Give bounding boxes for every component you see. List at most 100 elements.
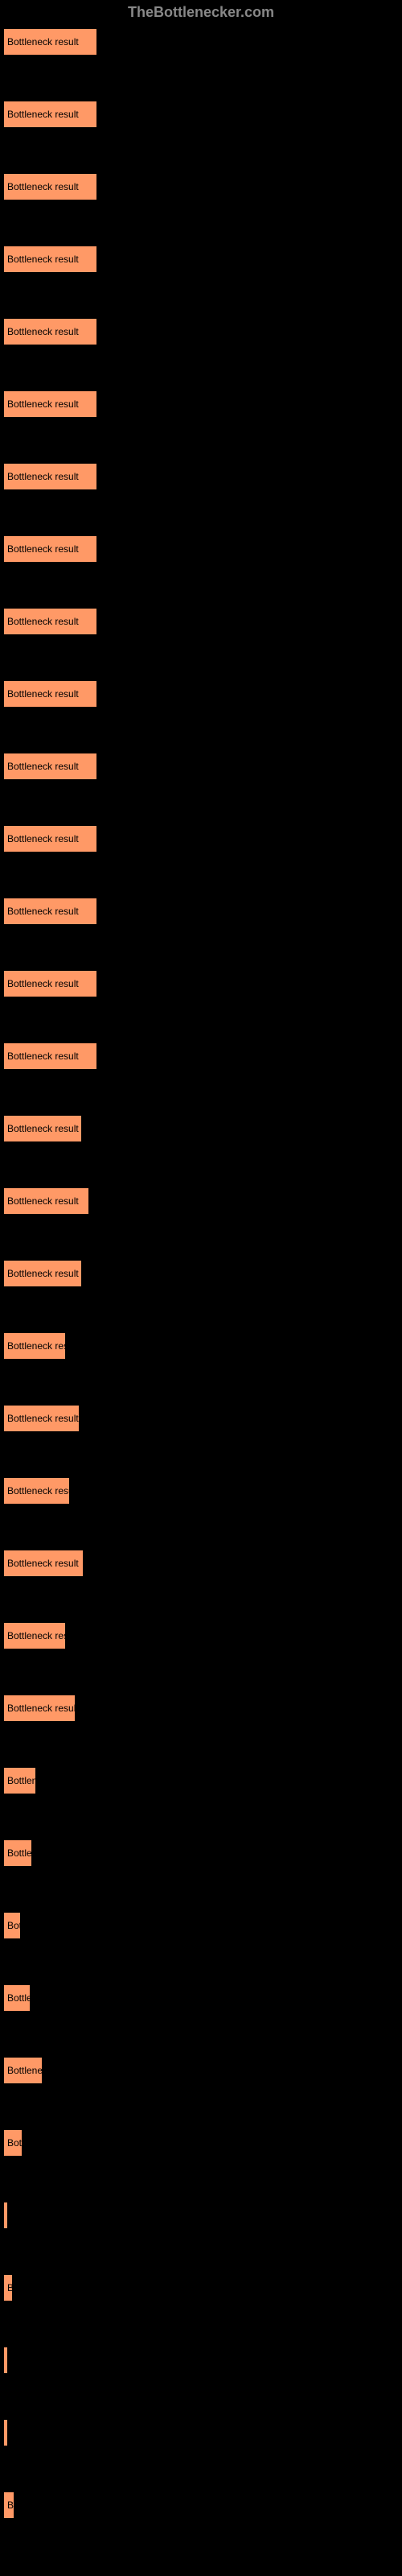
bar: Bottleneck result	[4, 971, 96, 997]
bar-row: Bottleneck result	[4, 174, 398, 200]
bar-row: Bottleneck result	[4, 246, 398, 272]
bar: Bottleneck result	[4, 101, 96, 127]
bar: Bottleneck result	[4, 1043, 96, 1069]
bar-row: Bottleneck result	[4, 29, 398, 55]
bar-row: Bottleneck result	[4, 2058, 398, 2083]
bar-row: Bottleneck result	[4, 101, 398, 127]
bar-label: Bottleneck result	[7, 326, 79, 337]
bar-row: Bottleneck result	[4, 1043, 398, 1069]
bar-label: Bottleneck result	[7, 1558, 79, 1569]
bar: Bottleneck result	[4, 1550, 83, 1576]
bar-label: Bottleneck result	[7, 471, 79, 482]
bar-row: Bottleneck result	[4, 681, 398, 707]
bar-label: Bottleneck result	[7, 616, 79, 627]
bar-label: Bottleneck result	[7, 1195, 79, 1207]
bar-label: Bottleneck result	[7, 1123, 79, 1134]
bar: Bottleneck result	[4, 1116, 81, 1141]
bar-row: Bottleneck result	[4, 2202, 398, 2228]
bar: Bottleneck result	[4, 1406, 79, 1431]
bar-label: Bottleneck result	[7, 1630, 65, 1641]
bar: Bottleneck result	[4, 1261, 81, 1286]
bar-row: Bottleneck result	[4, 1406, 398, 1431]
bar-row: Bottleneck result	[4, 1478, 398, 1504]
bar-row: Bottleneck result	[4, 391, 398, 417]
bar-label: Bottleneck result	[7, 1413, 79, 1424]
bar-row: Bottleneck result	[4, 898, 398, 924]
bar-label: Bottleneck result	[7, 833, 79, 844]
bar: Bottleneck result	[4, 536, 96, 562]
bar: Bottleneck result	[4, 753, 96, 779]
bar-label: Bottleneck result	[7, 906, 79, 917]
bar-label: Bottleneck result	[7, 761, 79, 772]
bar-row: Bottleneck result	[4, 1985, 398, 2011]
bar-row: Bottleneck result	[4, 826, 398, 852]
bar-row: Bottleneck result	[4, 2130, 398, 2156]
bar-row: Bottleneck result	[4, 1695, 398, 1721]
bar: Bottleneck result	[4, 1188, 88, 1214]
bar-label: Bottleneck result	[7, 1992, 30, 2004]
bar: Bottleneck result	[4, 246, 96, 272]
bar: Bottleneck result	[4, 1913, 20, 1938]
bar-row: Bottleneck result	[4, 2275, 398, 2301]
bar-row: Bottleneck result	[4, 1768, 398, 1794]
bar: Bottleneck result	[4, 1623, 65, 1649]
bar-label: Bottleneck result	[7, 109, 79, 120]
bar-row: Bottleneck result	[4, 609, 398, 634]
bar: Bottleneck result	[4, 391, 96, 417]
bar-label: Bottleneck result	[7, 2500, 14, 2511]
bar: Bottleneck result	[4, 2130, 22, 2156]
bar: Bottleneck result	[4, 29, 96, 55]
bar: Bottleneck result	[4, 1768, 35, 1794]
bar: Bottleneck result	[4, 464, 96, 489]
bar-row: Bottleneck result	[4, 753, 398, 779]
bar-row: Bottleneck result	[4, 1623, 398, 1649]
bottleneck-chart: Bottleneck result Bottleneck result Bottle…	[0, 29, 402, 2518]
bar-row: Bottleneck result	[4, 2420, 398, 2446]
bar-row: Bottleneck result	[4, 319, 398, 345]
bar-label: Bottleneck result	[7, 688, 79, 700]
site-name: TheBottlenecker.com	[128, 4, 274, 20]
bar-label: Bottleneck result	[7, 2282, 12, 2293]
bar: Bottleneck result	[4, 174, 96, 200]
bar-label: Bottleneck result	[7, 36, 79, 47]
bar: Bottleneck result	[4, 319, 96, 345]
bar-label: Bottleneck result	[7, 254, 79, 265]
bar-label: Bottleneck result	[7, 1340, 65, 1352]
bar-row: Bottleneck result	[4, 1333, 398, 1359]
bar: Bottleneck result	[4, 1985, 30, 2011]
bar-label: Bottleneck result	[7, 1485, 69, 1496]
bar-row: Bottleneck result	[4, 536, 398, 562]
bar: Bottleneck result	[4, 1478, 69, 1504]
bar-label: Bottleneck result	[7, 181, 79, 192]
bar-label: Bottleneck result	[7, 1703, 75, 1714]
bar-row: Bottleneck result	[4, 2347, 398, 2373]
bar-label: Bottleneck result	[7, 978, 79, 989]
bar-label: Bottleneck result	[7, 543, 79, 555]
bar-label: Bottleneck result	[7, 1847, 31, 1859]
bar-row: Bottleneck result	[4, 971, 398, 997]
bar-row: Bottleneck result	[4, 464, 398, 489]
bar-row: Bottleneck result	[4, 1116, 398, 1141]
bar: Bottleneck result	[4, 1695, 75, 1721]
bar-label: Bottleneck result	[7, 1920, 20, 1931]
bar-label: Bottleneck result	[7, 1268, 79, 1279]
bar-label: Bottleneck result	[7, 2065, 42, 2076]
bar: Bottleneck result	[4, 2275, 12, 2301]
bar-row: Bottleneck result	[4, 1261, 398, 1286]
bar: Bottleneck result	[4, 898, 96, 924]
bar: Bottleneck result	[4, 1840, 31, 1866]
bar: Bottleneck result	[4, 826, 96, 852]
bar: Bottleneck result	[4, 2347, 7, 2373]
bar-row: Bottleneck result	[4, 1913, 398, 1938]
bar: Bottleneck result	[4, 2492, 14, 2518]
bar-label: Bottleneck result	[7, 1051, 79, 1062]
bar: Bottleneck result	[4, 609, 96, 634]
bar-row: Bottleneck result	[4, 1550, 398, 1576]
page-header: TheBottlenecker.com	[0, 0, 402, 29]
bar-label: Bottleneck result	[7, 1775, 35, 1786]
bar-row: Bottleneck result	[4, 1840, 398, 1866]
bar: Bottleneck result	[4, 2420, 7, 2446]
bar-row: Bottleneck result	[4, 1188, 398, 1214]
bar: Bottleneck result	[4, 1333, 65, 1359]
bar: Bottleneck result	[4, 2058, 42, 2083]
